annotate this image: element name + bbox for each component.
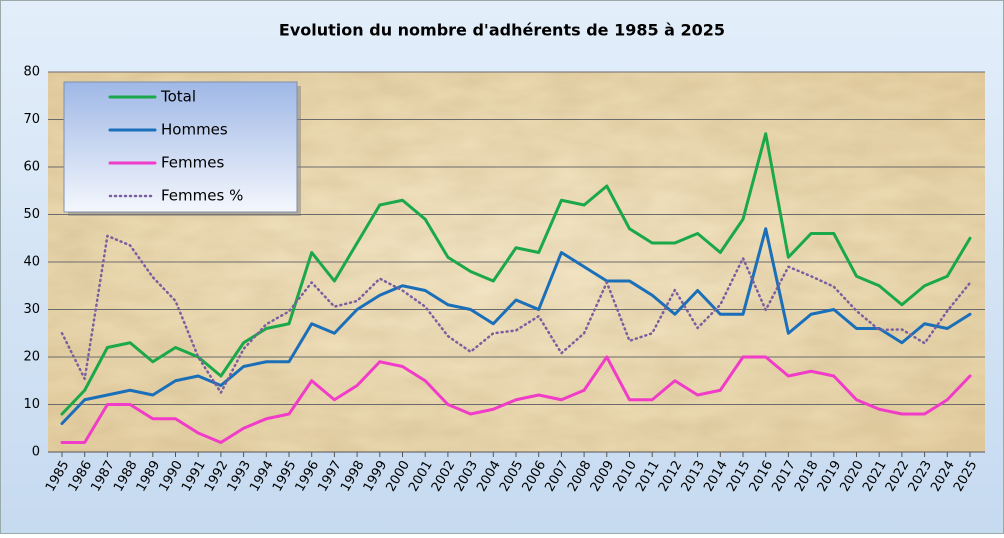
y-tick-label: 60 xyxy=(23,160,40,175)
legend-label: Femmes % xyxy=(161,187,243,205)
legend-label: Femmes xyxy=(161,154,224,172)
y-tick-label: 30 xyxy=(23,302,40,317)
legend-box xyxy=(63,81,298,213)
y-tick-label: 50 xyxy=(23,207,40,222)
series-line xyxy=(60,355,972,444)
chart-title: Evolution du nombre d'adhérents de 1985 … xyxy=(279,21,725,40)
series-line xyxy=(60,227,972,425)
y-tick-label: 80 xyxy=(23,65,40,80)
series-line xyxy=(60,234,972,394)
y-tick-label: 20 xyxy=(23,350,40,365)
legend-label: Total xyxy=(160,88,196,106)
series-line xyxy=(60,132,972,416)
y-tick-label: 70 xyxy=(23,112,40,127)
y-tick-label: 10 xyxy=(23,397,40,412)
y-tick-label: 40 xyxy=(23,255,40,270)
y-tick-label: 0 xyxy=(32,445,40,460)
legend-label: Hommes xyxy=(161,121,228,139)
